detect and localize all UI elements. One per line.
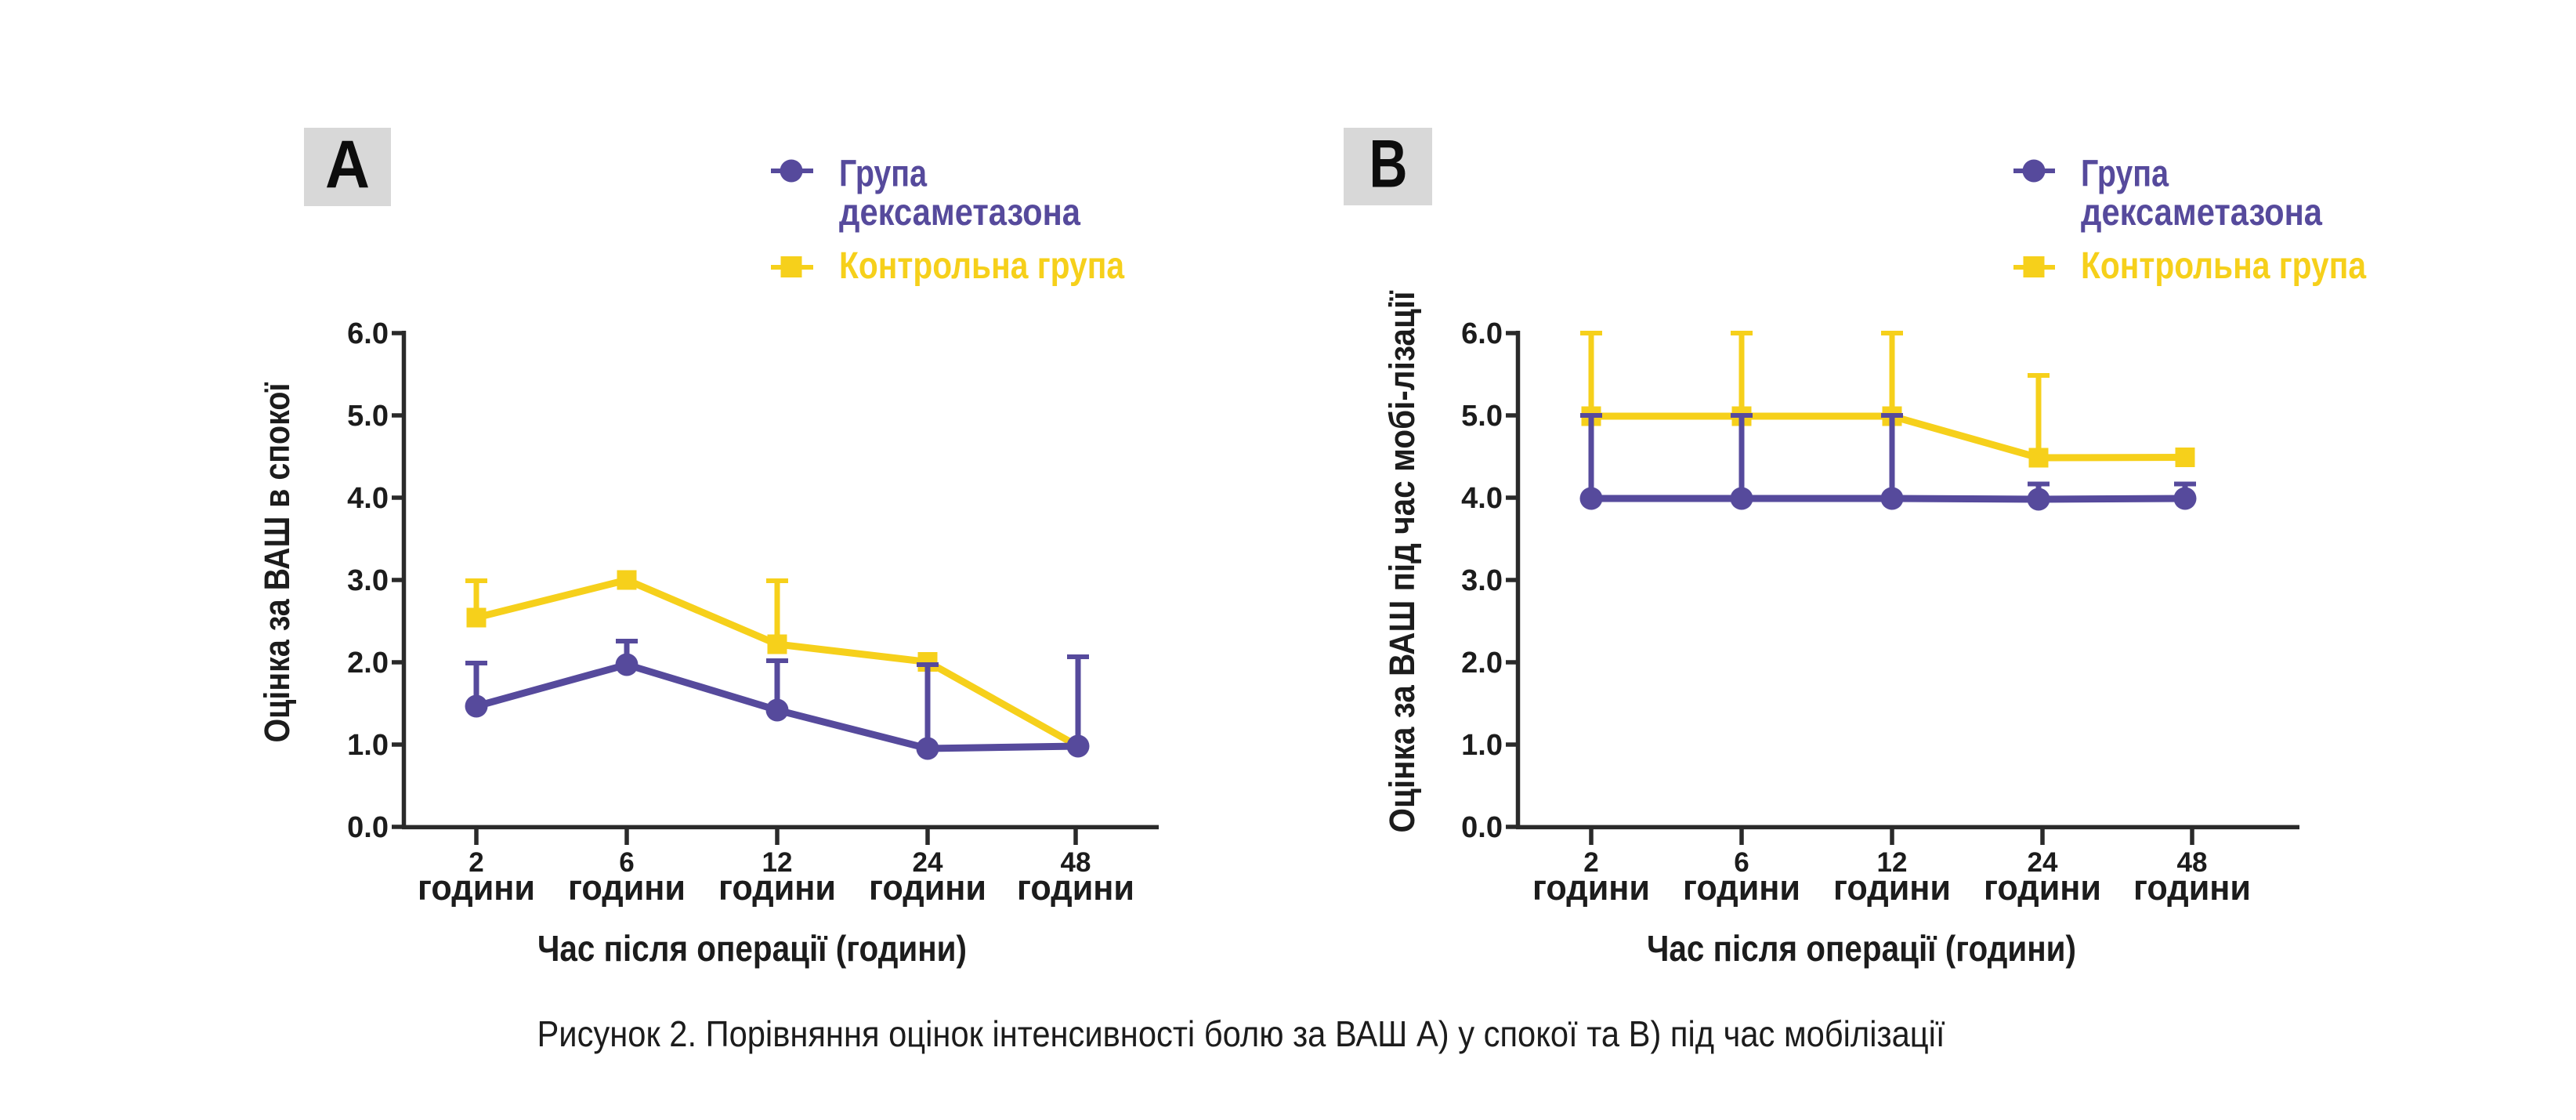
svg-text:12: 12 bbox=[1877, 847, 1908, 878]
svg-text:2.0: 2.0 bbox=[1461, 647, 1503, 680]
svg-text:години: години bbox=[1017, 868, 1134, 908]
svg-text:12: 12 bbox=[762, 847, 793, 878]
svg-text:Час після операції (години): Час після операції (години) bbox=[1647, 928, 2076, 969]
svg-text:дексаметазона: дексаметазона bbox=[2081, 192, 2322, 234]
svg-text:3.0: 3.0 bbox=[347, 564, 389, 597]
svg-text:3.0: 3.0 bbox=[1461, 564, 1503, 597]
svg-text:48: 48 bbox=[1061, 847, 1091, 878]
svg-text:години: години bbox=[1532, 868, 1650, 908]
svg-text:1.0: 1.0 bbox=[1461, 729, 1503, 762]
svg-text:24: 24 bbox=[2028, 847, 2058, 878]
svg-text:години: години bbox=[1833, 868, 1951, 908]
svg-text:0.0: 0.0 bbox=[1461, 811, 1503, 844]
svg-text:4.0: 4.0 bbox=[347, 482, 389, 515]
svg-text:6: 6 bbox=[1734, 847, 1749, 878]
svg-text:години: години bbox=[718, 868, 836, 908]
svg-text:Контрольна група: Контрольна група bbox=[2081, 245, 2366, 287]
svg-text:Група: Група bbox=[839, 154, 927, 195]
svg-text:Оцінка за ВАШ під час мобі-ліз: Оцінка за ВАШ під час мобі-лізації bbox=[1382, 290, 1422, 832]
svg-text:2.0: 2.0 bbox=[347, 647, 389, 680]
svg-text:дексаметазона: дексаметазона bbox=[839, 192, 1080, 234]
svg-text:години: години bbox=[1984, 868, 2101, 908]
svg-text:Оцінка за ВАШ в спокої: Оцінка за ВАШ в спокої bbox=[257, 382, 297, 742]
svg-text:24: 24 bbox=[913, 847, 943, 878]
svg-text:Час після операції (години): Час після операції (години) bbox=[537, 928, 967, 969]
svg-text:Контрольна група: Контрольна група bbox=[839, 245, 1124, 287]
svg-text:Рисунок 2. Порівняння оцінок і: Рисунок 2. Порівняння оцінок інтенсивнос… bbox=[537, 1013, 1945, 1054]
svg-text:2: 2 bbox=[1583, 847, 1598, 878]
svg-text:Група: Група bbox=[2081, 154, 2169, 195]
svg-text:2: 2 bbox=[469, 847, 483, 878]
svg-text:4.0: 4.0 bbox=[1461, 482, 1503, 515]
svg-text:6: 6 bbox=[619, 847, 634, 878]
svg-text:1.0: 1.0 bbox=[347, 729, 389, 762]
svg-text:години: години bbox=[869, 868, 986, 908]
svg-text:6.0: 6.0 bbox=[1461, 317, 1503, 350]
svg-text:години: години bbox=[1683, 868, 1800, 908]
svg-text:A: A bbox=[325, 127, 370, 202]
svg-text:години: години bbox=[418, 868, 535, 908]
svg-text:B: B bbox=[1369, 127, 1408, 202]
svg-text:0.0: 0.0 bbox=[347, 811, 389, 844]
svg-text:години: години bbox=[2133, 868, 2251, 908]
svg-text:6.0: 6.0 bbox=[347, 317, 389, 350]
svg-text:48: 48 bbox=[2177, 847, 2208, 878]
svg-text:години: години bbox=[568, 868, 686, 908]
svg-text:5.0: 5.0 bbox=[347, 400, 389, 433]
svg-text:5.0: 5.0 bbox=[1461, 400, 1503, 433]
